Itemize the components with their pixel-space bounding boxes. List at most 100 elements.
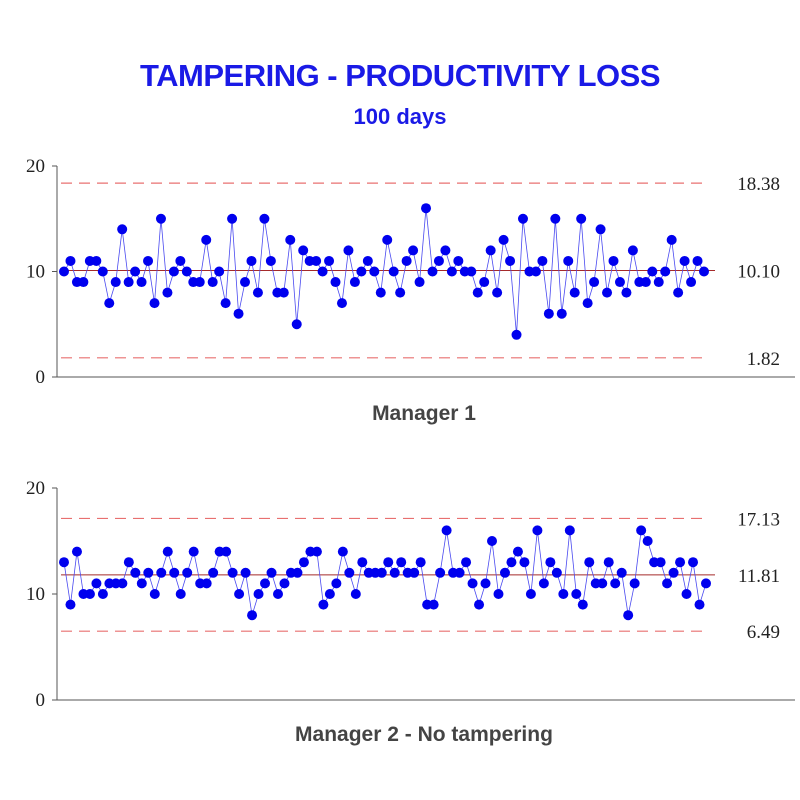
data-point	[349, 277, 360, 288]
data-point	[498, 234, 509, 245]
data-point	[408, 245, 419, 256]
data-point	[362, 255, 373, 266]
data-point	[584, 557, 595, 568]
data-point	[91, 255, 102, 266]
chart-title: TAMPERING - PRODUCTIVITY LOSS	[140, 58, 661, 93]
data-point	[569, 287, 580, 298]
data-point	[517, 213, 528, 224]
data-point	[214, 266, 225, 277]
data-point	[123, 557, 134, 568]
chart-subtitle: 100 days	[353, 104, 447, 129]
data-point	[428, 599, 439, 610]
data-point	[156, 567, 167, 578]
data-point	[207, 277, 218, 288]
data-point	[673, 287, 684, 298]
data-point	[253, 589, 264, 599]
data-point	[480, 578, 491, 589]
data-point	[466, 266, 477, 277]
data-point	[149, 589, 160, 599]
data-point	[130, 567, 141, 578]
data-point	[260, 578, 271, 589]
data-point	[169, 567, 180, 578]
data-point	[686, 277, 697, 288]
data-point	[117, 224, 128, 235]
data-point	[614, 277, 625, 288]
data-point	[291, 319, 302, 330]
data-point	[577, 599, 588, 610]
data-point	[317, 266, 328, 277]
data-point	[117, 578, 128, 589]
data-point	[660, 266, 671, 277]
chart-panel-1: 0 10 20 18.38 10.10 1.82 Manager 1	[26, 156, 795, 425]
data-point	[97, 266, 108, 277]
data-point	[499, 567, 510, 578]
data-point	[279, 578, 290, 589]
data-point	[175, 255, 186, 266]
data-point	[357, 557, 368, 568]
data-point	[298, 245, 309, 256]
data-point	[234, 589, 245, 599]
data-point	[59, 266, 69, 277]
data-point	[550, 213, 561, 224]
data-point	[474, 599, 485, 610]
data-point	[435, 567, 446, 578]
data-point	[512, 546, 523, 557]
data-point	[576, 213, 587, 224]
data-point	[597, 578, 608, 589]
y-tick-label: 20	[26, 478, 45, 499]
data-point	[175, 589, 186, 599]
data-point	[382, 234, 393, 245]
data-point	[668, 567, 679, 578]
data-point	[511, 329, 522, 340]
data-point	[642, 536, 653, 546]
data-point	[440, 245, 451, 256]
data-point	[532, 525, 543, 536]
data-point	[208, 567, 219, 578]
data-point	[201, 234, 212, 245]
data-point	[383, 557, 394, 568]
data-point	[461, 557, 472, 568]
data-point	[589, 277, 600, 288]
data-point	[525, 589, 536, 599]
data-point	[343, 245, 354, 256]
data-point	[441, 525, 452, 536]
data-point	[421, 203, 432, 214]
data-point	[143, 255, 154, 266]
data-point	[123, 277, 134, 288]
data-point	[537, 255, 548, 266]
data-point	[246, 255, 257, 266]
data-point	[602, 287, 613, 298]
data-point	[91, 578, 102, 589]
data-point	[453, 255, 464, 266]
data-point	[623, 610, 634, 621]
data-point	[616, 567, 627, 578]
data-point	[472, 287, 483, 298]
data-point	[136, 277, 147, 288]
data-point	[666, 234, 677, 245]
data-point	[375, 287, 386, 298]
data-point	[694, 599, 705, 610]
data-point	[446, 266, 457, 277]
data-point	[247, 610, 258, 621]
data-point	[395, 287, 406, 298]
data-point	[433, 255, 444, 266]
lcl-label: 6.49	[747, 622, 780, 643]
data-point	[493, 589, 504, 599]
data-point	[427, 266, 438, 277]
data-point	[467, 578, 478, 589]
data-point	[324, 589, 335, 599]
data-point	[110, 277, 121, 288]
data-point	[136, 578, 147, 589]
data-point	[318, 599, 329, 610]
data-point	[71, 546, 82, 557]
data-point	[582, 298, 593, 309]
panel-label: Manager 2 - No tampering	[295, 723, 553, 746]
ucl-label: 17.13	[737, 509, 780, 530]
data-point	[278, 287, 289, 298]
data-point	[182, 567, 193, 578]
data-point	[655, 557, 666, 568]
data-point	[162, 287, 173, 298]
data-point	[104, 298, 115, 309]
data-point	[78, 277, 89, 288]
data-point	[227, 213, 238, 224]
